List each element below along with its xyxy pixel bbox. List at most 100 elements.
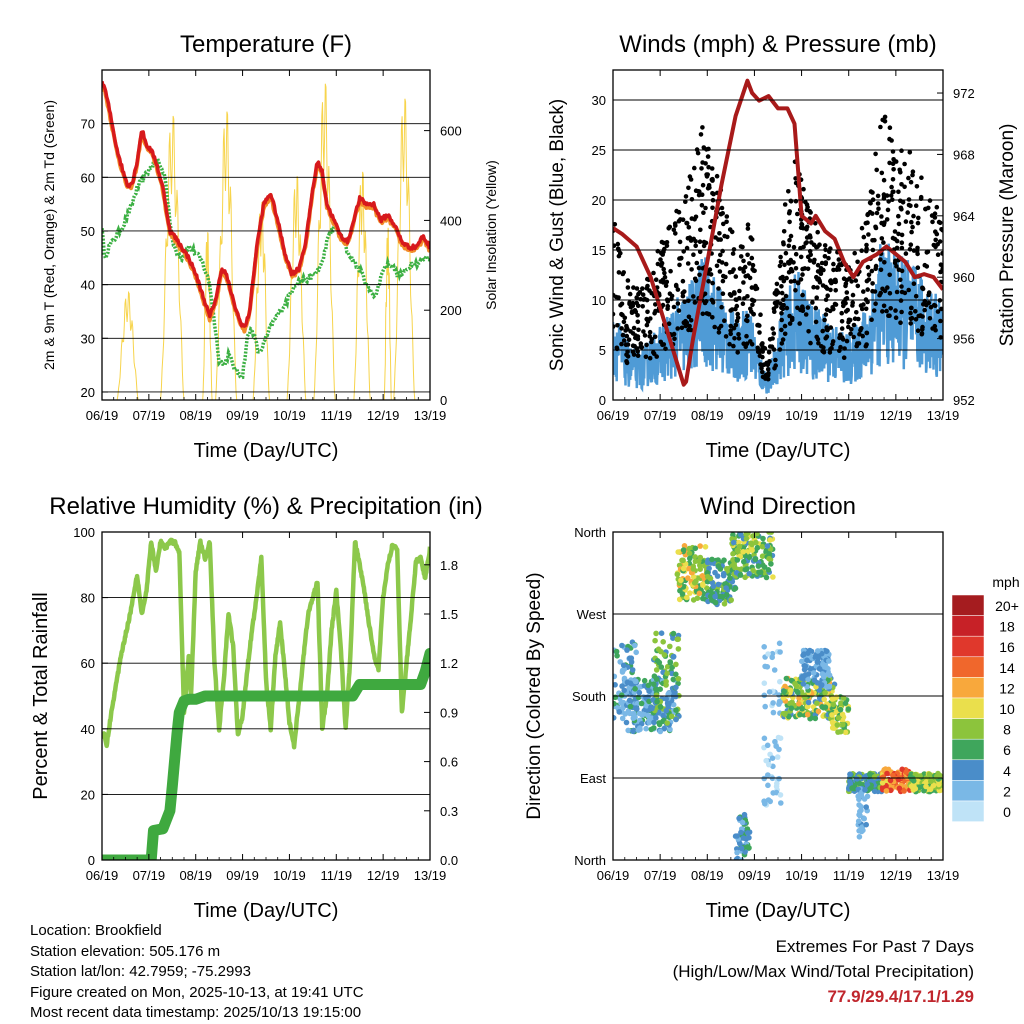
direction-point [666, 690, 672, 697]
gust-point [718, 252, 723, 258]
gust-point [783, 250, 789, 256]
direction-point [839, 711, 846, 718]
gust-point [845, 307, 850, 313]
gust-point [891, 189, 896, 195]
gust-point [890, 161, 896, 166]
gust-point [716, 330, 722, 335]
direction-point [761, 644, 767, 650]
gust-point [710, 280, 715, 286]
gust-point [778, 259, 784, 265]
winds-ytick-label: 10 [592, 293, 606, 308]
direction-point [617, 659, 623, 665]
gust-point [731, 247, 737, 252]
gust-point [914, 184, 920, 189]
gust-point [915, 328, 921, 334]
direction-point [816, 687, 823, 693]
direction-point [616, 709, 622, 715]
gust-point [710, 205, 715, 211]
gust-point [931, 302, 937, 308]
gust-point [916, 215, 921, 221]
location-text: Location: Brookfield [30, 922, 162, 939]
gust-point [630, 349, 636, 355]
gust-point [621, 338, 627, 343]
gust-point [850, 292, 856, 298]
temperature-xtick-label: 07/19 [133, 408, 166, 423]
gust-point [686, 225, 692, 230]
direction-point [812, 715, 819, 722]
speed-legend-swatch [951, 615, 985, 637]
gust-point [692, 300, 698, 305]
direction-point [625, 727, 631, 734]
direction-point [860, 827, 866, 834]
direction-point [842, 700, 849, 706]
gust-point [693, 243, 698, 249]
direction-point [626, 697, 633, 704]
gust-point [675, 287, 681, 292]
gust-point [893, 308, 898, 313]
gust-point [863, 220, 869, 226]
speed-legend-label: 16 [999, 639, 1015, 655]
direction-point [840, 721, 846, 728]
direction-point [794, 689, 801, 696]
direction-point [861, 815, 867, 822]
direction-point [767, 798, 773, 805]
gust-point [830, 339, 836, 344]
direction-point [862, 787, 868, 793]
gust-point [647, 329, 653, 335]
winds-y2tick-label: 972 [953, 86, 975, 101]
gust-point [781, 241, 786, 247]
gust-point [866, 277, 872, 282]
gust-point [625, 354, 631, 359]
humidity-ytick-label: 80 [81, 591, 95, 606]
direction-point [856, 796, 862, 803]
extremes-box: Extremes For Past 7 Days (High/Low/Max W… [673, 934, 974, 1009]
gust-point [788, 233, 794, 239]
gust-point [699, 166, 704, 171]
speed-legend-label: 18 [999, 619, 1015, 635]
speed-legend-swatch [951, 738, 985, 761]
gust-point [787, 209, 792, 214]
winddir-xlabel: Time (Day/UTC) [706, 900, 851, 922]
humidity-xtick-label: 10/19 [273, 868, 306, 883]
gust-point [701, 210, 706, 215]
gust-point [773, 357, 778, 363]
gust-point [765, 367, 771, 372]
gust-point [749, 285, 755, 290]
gust-point [787, 237, 792, 243]
gust-point [624, 360, 630, 366]
humidity-y2tick-label: 1.2 [440, 656, 458, 671]
direction-point [820, 661, 826, 668]
gust-point [876, 206, 881, 211]
gust-point [616, 270, 622, 275]
direction-point [773, 743, 779, 749]
direction-point [719, 593, 726, 600]
direction-point [736, 543, 743, 550]
gust-point [869, 268, 875, 274]
direction-point [673, 661, 679, 668]
gust-point [701, 145, 707, 150]
humidity-y2tick-label: 1.5 [440, 607, 458, 622]
direction-point [651, 673, 658, 679]
gust-point [735, 311, 740, 317]
gust-point [652, 311, 657, 316]
gust-point [813, 319, 819, 325]
gust-point [892, 229, 898, 234]
direction-point [667, 659, 673, 665]
direction-point [740, 835, 747, 841]
humidity-ytick-label: 100 [73, 525, 95, 540]
direction-point [802, 663, 809, 669]
direction-point [903, 769, 909, 775]
direction-point [653, 630, 659, 637]
gust-point [671, 304, 677, 310]
gust-point [745, 226, 751, 231]
gust-point [884, 217, 890, 222]
speed-legend-label: 12 [999, 680, 1015, 696]
direction-point [855, 818, 862, 824]
direction-point [679, 591, 686, 597]
gust-point [714, 173, 720, 179]
gust-point [888, 193, 894, 198]
direction-point [613, 648, 620, 655]
speed-legend-swatch [951, 759, 985, 781]
direction-point [690, 566, 697, 572]
